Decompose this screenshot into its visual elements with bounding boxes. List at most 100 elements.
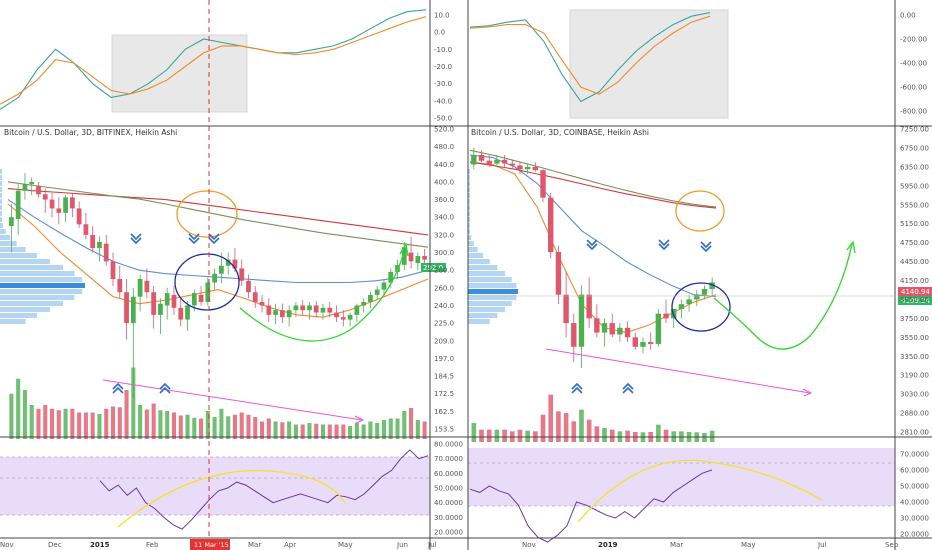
r-macd-tick-3: -200.00	[900, 36, 927, 44]
r-price-tick-1: 2880.00	[900, 410, 929, 418]
l-vp-bar-20	[0, 289, 83, 294]
l-volume-51	[354, 423, 359, 439]
l-vp-bar-12	[0, 241, 17, 246]
r-volume-2	[486, 429, 492, 442]
l-rsi-tick-0: 20.0000	[434, 529, 463, 537]
r-macd-tick-4: 0.00	[900, 12, 916, 20]
l-macd-tick-2: -30.0	[434, 80, 452, 88]
r-volume-1	[479, 429, 484, 442]
right-candles	[471, 147, 715, 369]
l-x-tick-2: 2015	[90, 541, 110, 549]
r-vp-bar-11	[468, 235, 472, 240]
l-volume-28	[199, 418, 204, 439]
right-chart[interactable]: Bitcoin / U.S. Dollar, 3D, COINBASE, Hei…	[468, 9, 932, 543]
r-candle-30	[701, 289, 708, 295]
l-price-tick-6: 225.0	[434, 320, 454, 328]
l-vp-bar-3	[0, 187, 2, 192]
l-rsi-path	[99, 449, 429, 530]
l-vp-bar-23	[0, 307, 50, 312]
r-price-tick-4: 3350.00	[900, 353, 929, 361]
l-candle-20	[144, 280, 150, 293]
r-macd-tick-1: -600.00	[900, 84, 927, 92]
l-candle-27	[191, 293, 197, 306]
l-rsi-tick-5: 70.0000	[434, 455, 463, 463]
r-price-tick-6: 3750.00	[900, 315, 929, 323]
l-volume-39	[273, 421, 278, 439]
left-volume-profile	[0, 169, 85, 324]
l-candle-16	[117, 279, 123, 293]
l-candle-30	[212, 273, 217, 283]
l-vp-bar-18	[0, 277, 83, 282]
l-candle-32	[225, 259, 231, 266]
l-volume-44	[307, 423, 312, 439]
r-candle-4	[501, 159, 508, 164]
r-vp-bar-0	[468, 169, 470, 174]
l-volume-45	[314, 423, 319, 439]
l-price-tick-3: 184.5	[434, 373, 454, 381]
r-price-tick-2: 3030.00	[900, 391, 929, 399]
l-candle-54	[374, 289, 380, 295]
l-candle-8	[63, 197, 68, 213]
left-rsi-line	[99, 449, 429, 530]
l-volume-41	[287, 421, 292, 439]
l-vp-bar-13	[0, 247, 26, 252]
l-rsi-tick-4: 60.0000	[434, 470, 463, 478]
r-vp-bar-5	[468, 199, 470, 204]
l-rsi-tick-1: 30.0000	[434, 514, 463, 522]
r-candle-17	[601, 323, 608, 333]
r-volume-17	[602, 428, 607, 442]
l-candle-25	[178, 307, 184, 320]
l-volume-20	[144, 409, 149, 439]
r-vp-bar-18	[468, 277, 512, 282]
right-green-projection	[713, 243, 853, 350]
l-volume-10	[77, 412, 82, 439]
r-candle-31	[709, 282, 715, 290]
l-volume-36	[253, 417, 258, 439]
l-price-tick-16: 480.0	[434, 143, 454, 151]
l-candle-40	[279, 310, 285, 318]
l-vp-bar-21	[0, 295, 75, 300]
l-volume-35	[246, 414, 251, 439]
l-macd-tick-5: 0.0	[434, 29, 445, 37]
l-x-tick-8: Jul	[427, 541, 437, 549]
l-volume-33	[232, 414, 237, 439]
r-volume-10	[548, 394, 554, 442]
r-vp-bar-25	[468, 319, 490, 324]
l-volume-2	[22, 390, 27, 439]
l-candle-53	[368, 294, 373, 302]
l-candle-31	[219, 265, 224, 274]
left-date-marker-label: 11 Mar '15	[194, 541, 229, 549]
l-volume-19	[138, 405, 143, 439]
r-vp-bar-19	[468, 283, 517, 288]
left-chart[interactable]: Bitcoin / U.S. Dollar, 3D, BITFINEX, Hei…	[0, 0, 446, 550]
l-candle-28	[198, 294, 204, 302]
l-volume-43	[300, 424, 305, 439]
l-candle-61	[422, 256, 427, 260]
r-vp-bar-24	[468, 313, 498, 318]
r-candle-28	[686, 299, 692, 305]
l-candle-23	[164, 293, 170, 306]
r-price-tick-7: 3950.00	[900, 296, 929, 304]
l-volume-52	[361, 424, 366, 439]
left-pink-arrow	[102, 379, 363, 421]
l-volume-17	[124, 390, 129, 439]
left-price-tag	[421, 263, 446, 272]
l-vp-bar-4	[0, 193, 2, 198]
l-rsi-tick-3: 50.0000	[434, 485, 463, 493]
l-macd-orange	[0, 16, 427, 105]
r-vp-bar-8	[468, 217, 470, 222]
r-candle-23	[647, 342, 654, 344]
r-candle-6	[517, 165, 523, 170]
r-volume-0	[471, 423, 477, 442]
right-price-tag-2-label: 4109.24	[901, 297, 930, 305]
l-candle-33	[232, 259, 238, 269]
l-x-tick-1: Dec	[48, 541, 62, 549]
l-volume-9	[70, 408, 75, 439]
r-price-tick-3: 3190.00	[900, 372, 929, 380]
l-volume-30	[212, 417, 217, 439]
l-candle-39	[273, 310, 278, 315]
l-candle-35	[246, 280, 251, 293]
right-orange-circle	[675, 190, 725, 232]
l-vp-bar-2	[0, 181, 2, 186]
l-volume-47	[327, 424, 332, 439]
